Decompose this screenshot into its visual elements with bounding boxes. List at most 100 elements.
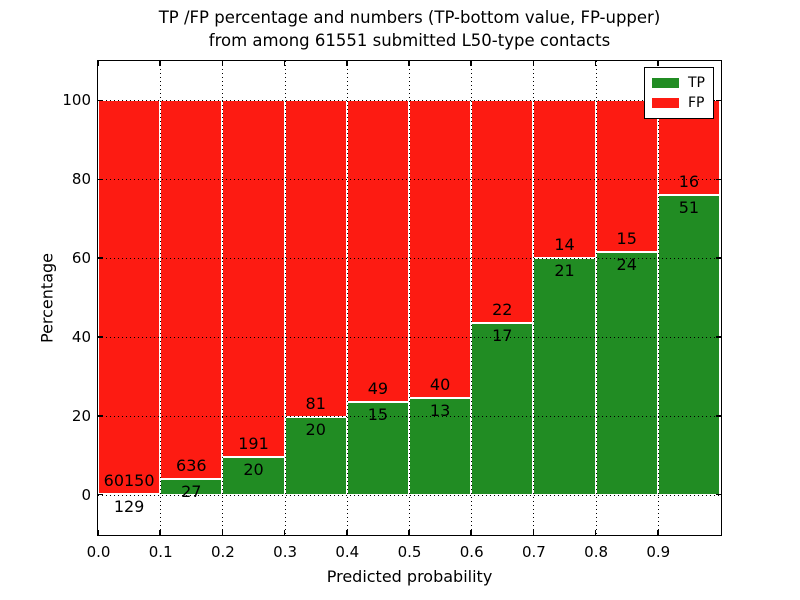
v-gridline — [284, 61, 286, 535]
x-axis-label: Predicted probability — [326, 567, 493, 586]
x-axis-tick-top — [221, 61, 224, 66]
fp-count-label: 40 — [429, 374, 451, 394]
fp-count-label: 14 — [554, 235, 575, 255]
y-axis-tick-right — [716, 257, 721, 259]
y-axis-tick-right — [716, 99, 721, 102]
x-axis-tick-top — [283, 61, 286, 66]
y-axis-tick — [98, 257, 103, 259]
x-axis-tick — [594, 530, 597, 535]
x-tick-label: 0.6 — [459, 543, 484, 561]
annotations-layer: 60150 129 636 27 191 20 81 20 49 15 40 13 22 17 14 21 15… — [98, 61, 721, 535]
tp-count-label: 24 — [616, 255, 637, 275]
legend-item-tp: TP — [652, 73, 705, 93]
tp-count-label: 17 — [492, 325, 513, 345]
chart-title: TP /FP percentage and numbers (TP-bottom… — [97, 6, 722, 52]
fp-count-label: 15 — [616, 229, 637, 249]
v-gridline — [595, 61, 597, 535]
y-axis-tick — [98, 99, 103, 102]
x-axis-tick-top — [408, 61, 410, 66]
x-axis-tick-top — [346, 61, 348, 66]
fp-count-label: 81 — [305, 393, 326, 413]
x-tick-label: 0.5 — [397, 543, 422, 561]
y-axis-tick-right — [716, 178, 721, 180]
y-tick-label: 100 — [62, 91, 91, 110]
y-axis-tick-right — [716, 415, 721, 417]
v-gridline — [657, 61, 659, 535]
chart-title-line1: TP /FP percentage and numbers (TP-bottom… — [158, 8, 661, 27]
legend-swatch-tp-icon — [652, 78, 679, 88]
v-gridline — [346, 61, 348, 535]
v-gridline — [409, 61, 410, 535]
x-axis-tick-top — [532, 61, 535, 66]
y-axis-tick — [98, 336, 103, 338]
legend-swatch-fp-icon — [652, 98, 679, 108]
x-axis-tick — [159, 530, 161, 535]
tp-count-label: 27 — [181, 481, 202, 501]
x-axis-tick-top — [470, 61, 472, 66]
x-axis-tick — [657, 530, 659, 535]
chart-title-line2: from among 61551 submitted L50-type cont… — [208, 31, 611, 50]
x-axis-tick — [532, 530, 535, 535]
y-axis-tick — [98, 415, 103, 417]
tp-count-label: 129 — [113, 496, 145, 516]
y-tick-label: 20 — [71, 406, 91, 425]
bar-tp-segment — [657, 194, 720, 495]
tp-count-label: 15 — [367, 405, 389, 425]
y-tick-label: 80 — [71, 170, 91, 189]
y-tick-label: 60 — [71, 249, 91, 268]
plot-area: 60150 129 636 27 191 20 81 20 49 15 40 13 22 17 14 21 15… — [97, 60, 722, 536]
fp-count-label: 49 — [367, 379, 389, 399]
tp-count-label: 21 — [554, 261, 575, 281]
tp-count-label: 20 — [243, 460, 264, 480]
tp-count-label: 13 — [429, 400, 451, 420]
fp-count-label: 22 — [492, 299, 513, 319]
x-axis-tick — [97, 530, 99, 535]
v-gridline — [160, 61, 162, 535]
x-tick-label: 0.4 — [335, 543, 360, 561]
fp-count-label: 191 — [238, 434, 269, 454]
ticks-layer — [97, 61, 721, 535]
legend: TP FP — [644, 67, 714, 119]
x-axis-tick — [283, 530, 286, 535]
tp-count-label: 20 — [305, 419, 326, 439]
y-axis-tick — [98, 178, 103, 180]
x-axis-tick-top — [594, 61, 597, 66]
tp-count-label: 51 — [678, 197, 700, 217]
x-axis-tick — [221, 530, 224, 535]
v-gridline — [222, 61, 224, 535]
x-tick-label: 0.1 — [148, 543, 173, 561]
x-axis-tick-top — [159, 61, 161, 66]
x-tick-label: 0.2 — [210, 543, 235, 561]
x-tick-label: 0.9 — [646, 543, 671, 561]
fp-count-label: 60150 — [103, 470, 155, 490]
y-axis-tick-right — [716, 493, 721, 496]
bar-fp-segment — [595, 100, 658, 252]
y-axis-tick-right — [716, 336, 721, 338]
x-axis-tick — [346, 530, 348, 535]
v-gridline — [533, 61, 535, 535]
bar-tp-segment — [595, 252, 658, 495]
y-tick-label: 0 — [81, 485, 91, 504]
legend-label-tp: TP — [688, 75, 705, 91]
bar-fp-segment — [98, 100, 161, 494]
x-tick-label: 0.8 — [584, 543, 609, 561]
legend-item-fp: FP — [652, 93, 705, 113]
gridlines-layer — [98, 61, 721, 535]
y-tick-label: 40 — [71, 327, 91, 346]
fp-count-label: 636 — [176, 455, 207, 475]
bar-tp-segment — [409, 397, 472, 495]
v-gridline — [471, 61, 473, 535]
x-tick-label: 0.0 — [86, 543, 111, 561]
fp-count-label: 16 — [678, 171, 700, 191]
bar-fp-segment — [160, 100, 223, 479]
bar-tp-segment — [533, 258, 596, 495]
y-axis-tick — [98, 493, 103, 496]
x-axis-tick-top — [657, 61, 659, 66]
x-axis-tick-top — [97, 61, 99, 66]
x-tick-label: 0.3 — [273, 543, 298, 561]
x-tick-label: 0.7 — [521, 543, 546, 561]
x-axis-tick — [408, 530, 410, 535]
x-axis-tick — [470, 530, 472, 535]
legend-label-fp: FP — [688, 95, 705, 111]
